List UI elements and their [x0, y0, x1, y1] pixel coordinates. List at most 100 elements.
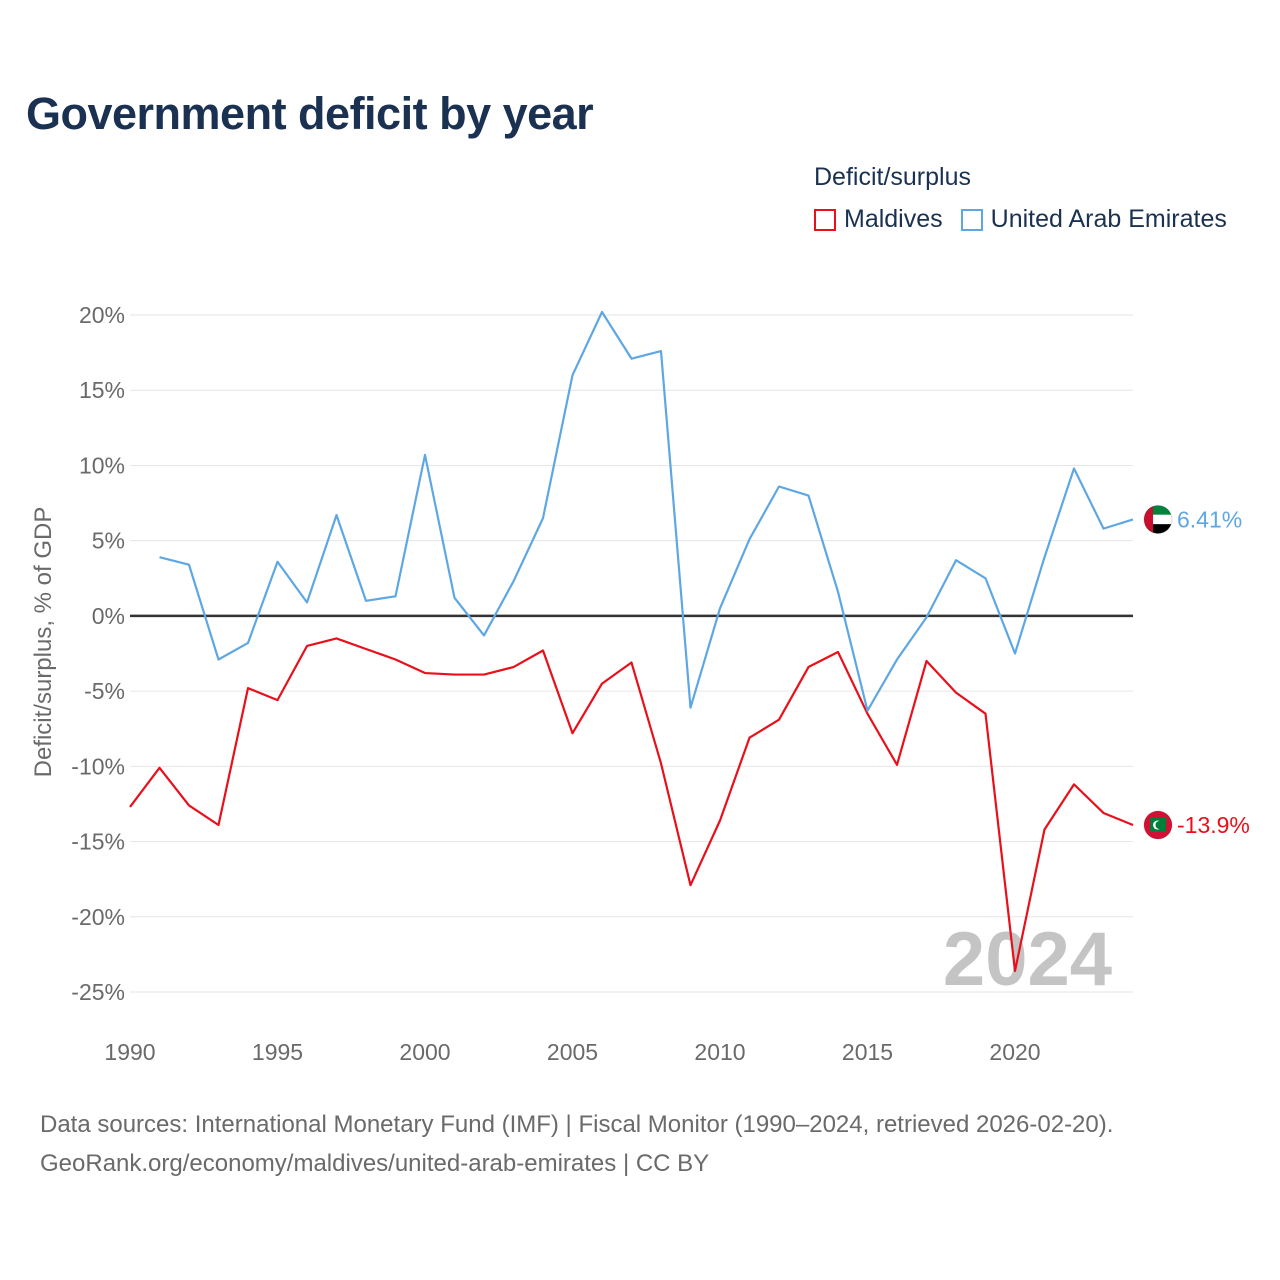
source-note: Data sources: International Monetary Fun… [40, 1105, 1113, 1183]
data-point [600, 310, 604, 314]
flag-body [1144, 811, 1172, 840]
x-tick-label: 2015 [842, 1039, 893, 1065]
data-point [217, 658, 221, 662]
chart-title: Government deficit by year [26, 88, 594, 139]
legend-item-uae[interactable]: United Arab Emirates [960, 205, 1227, 234]
y-tick-label: -10% [71, 753, 125, 779]
y-axis-label: Deficit/surplus, % of GDP [30, 507, 57, 778]
data-point [335, 513, 339, 517]
data-point [748, 736, 752, 740]
data-point [1043, 555, 1047, 559]
end-value-label: -13.9% [1177, 812, 1250, 838]
data-point [158, 766, 162, 770]
data-point [630, 661, 634, 665]
y-tick-label: -5% [84, 678, 125, 704]
flag-stripe [1144, 505, 1172, 515]
data-point [718, 818, 722, 822]
data-point [777, 485, 781, 489]
data-point [305, 644, 309, 648]
data-point [276, 560, 280, 564]
x-tick-label: 1990 [104, 1039, 155, 1065]
flag-stripe [1144, 524, 1172, 534]
data-point [1102, 527, 1106, 531]
y-tick-label: 0% [92, 603, 125, 629]
data-point [394, 594, 398, 598]
y-tick-label: 5% [92, 528, 125, 554]
data-point [748, 537, 752, 541]
data-point [128, 805, 132, 809]
data-point [600, 682, 604, 686]
legend-label-uae: United Arab Emirates [990, 205, 1227, 233]
data-point [364, 647, 368, 651]
data-point [423, 671, 427, 675]
year-watermark: 2024 [943, 917, 1112, 1002]
data-point [836, 650, 840, 654]
data-point [482, 633, 486, 637]
end-markers: -13.9% 6.41% [1143, 504, 1250, 840]
data-point [925, 659, 929, 663]
data-point [836, 590, 840, 594]
flag-crescent-cut [1155, 821, 1164, 830]
data-point [423, 453, 427, 457]
data-point [1131, 823, 1135, 827]
x-tick-label: 2020 [989, 1039, 1040, 1065]
series-line-united-arab-emirates [159, 310, 1134, 712]
y-tick-label: -25% [71, 979, 125, 1005]
data-point [453, 673, 457, 677]
data-point [1013, 652, 1017, 656]
data-point [305, 600, 309, 604]
flag-body [1144, 505, 1172, 534]
x-tick-label: 1995 [252, 1039, 303, 1065]
data-point [630, 357, 634, 361]
data-point [512, 579, 516, 583]
data-point [1072, 782, 1076, 786]
flag-outline [1143, 504, 1173, 534]
x-tick-label: 2000 [399, 1039, 450, 1065]
source-line-1: Data sources: International Monetary Fun… [40, 1111, 1114, 1138]
legend-title: Deficit/surplus [814, 163, 971, 191]
data-point [1131, 517, 1135, 521]
x-axis-ticks: 1990 1995 2000 2005 2010 2015 2020 [104, 1039, 1040, 1065]
legend: Maldives United Arab Emirates [814, 205, 1227, 234]
data-point [807, 665, 811, 669]
maldives-flag-icon [1143, 810, 1173, 840]
data-point [659, 349, 663, 353]
legend-swatch-maldives [814, 208, 836, 231]
end-value-label: 6.41% [1177, 506, 1242, 532]
x-tick-label: 2010 [694, 1039, 745, 1065]
data-point [954, 691, 958, 695]
data-point [187, 803, 191, 807]
series-line-maldives [129, 637, 1134, 973]
data-point [158, 555, 162, 559]
data-point [512, 665, 516, 669]
series-lines [128, 310, 1135, 973]
data-point [954, 558, 958, 562]
data-point [276, 698, 280, 702]
data-point [895, 658, 899, 662]
data-point [659, 761, 663, 765]
y-axis-ticks: 20% 15% 10% 5% 0% -5% -10% -15% -20% -25% [71, 302, 125, 1005]
data-point [1102, 811, 1106, 815]
y-tick-label: -15% [71, 829, 125, 855]
data-point [777, 718, 781, 722]
data-point [984, 576, 988, 580]
data-point [482, 673, 486, 677]
data-point [364, 599, 368, 603]
data-point [187, 563, 191, 567]
data-point [925, 615, 929, 619]
data-point [571, 373, 575, 377]
data-point [217, 823, 221, 827]
y-tick-label: 15% [79, 377, 125, 403]
data-point [541, 648, 545, 652]
data-point [895, 763, 899, 767]
legend-item-maldives[interactable]: Maldives [814, 205, 943, 234]
line-chart: 20%15%10%5%0%-5%-10%-15%-20%-25% 1990 199… [30, 302, 1250, 1065]
data-point [571, 731, 575, 735]
x-tick-label: 2005 [547, 1039, 598, 1065]
legend-swatch-uae [960, 208, 983, 231]
data-point [718, 606, 722, 610]
grid-lines [130, 314, 1133, 993]
y-tick-label: 20% [79, 302, 125, 328]
data-point [541, 516, 545, 520]
data-point [1072, 466, 1076, 470]
